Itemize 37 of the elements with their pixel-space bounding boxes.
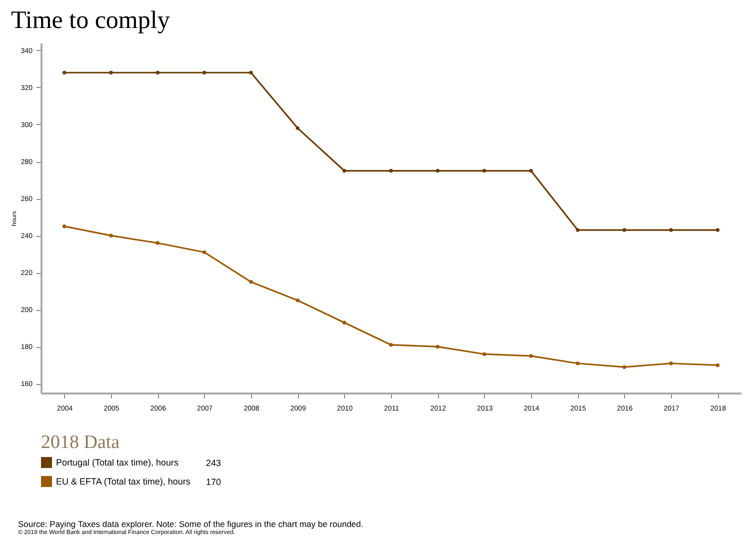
- point: [156, 241, 160, 245]
- point: [389, 168, 393, 173]
- point: [716, 228, 720, 232]
- point: [296, 126, 300, 130]
- point: [202, 250, 206, 254]
- text: 170: [206, 476, 222, 486]
- point: [436, 168, 440, 173]
- legend-label: Portugal (Total tax time), hours: [56, 458, 180, 468]
- legend-label: EU & EFTA (Total tax time), hours: [56, 476, 191, 486]
- point: [249, 70, 253, 74]
- point: [249, 280, 253, 284]
- legend-title: 2018 Data: [41, 432, 120, 453]
- point: [716, 363, 720, 368]
- point: [296, 298, 300, 302]
- point: [669, 228, 673, 232]
- point: [482, 352, 486, 356]
- point: [576, 228, 580, 232]
- point: [622, 365, 626, 369]
- point: [669, 362, 673, 366]
- point: [482, 168, 486, 173]
- point: [576, 362, 580, 366]
- point: [109, 70, 113, 74]
- source-note: Source: Paying Taxes data explorer. Note: Some of the figures in the chart may be rounded.: [18, 519, 364, 530]
- point: [529, 354, 533, 358]
- point: [529, 168, 533, 173]
- point: [622, 228, 626, 232]
- point: [62, 70, 66, 74]
- point: [436, 344, 440, 349]
- point: [342, 320, 346, 324]
- point: [202, 70, 206, 74]
- point: [62, 224, 66, 228]
- point: [109, 234, 113, 238]
- chart-title: Time to comply: [11, 7, 170, 34]
- point: [342, 168, 346, 173]
- point: [389, 342, 393, 347]
- point: [156, 70, 160, 74]
- text: 243: [206, 458, 222, 468]
